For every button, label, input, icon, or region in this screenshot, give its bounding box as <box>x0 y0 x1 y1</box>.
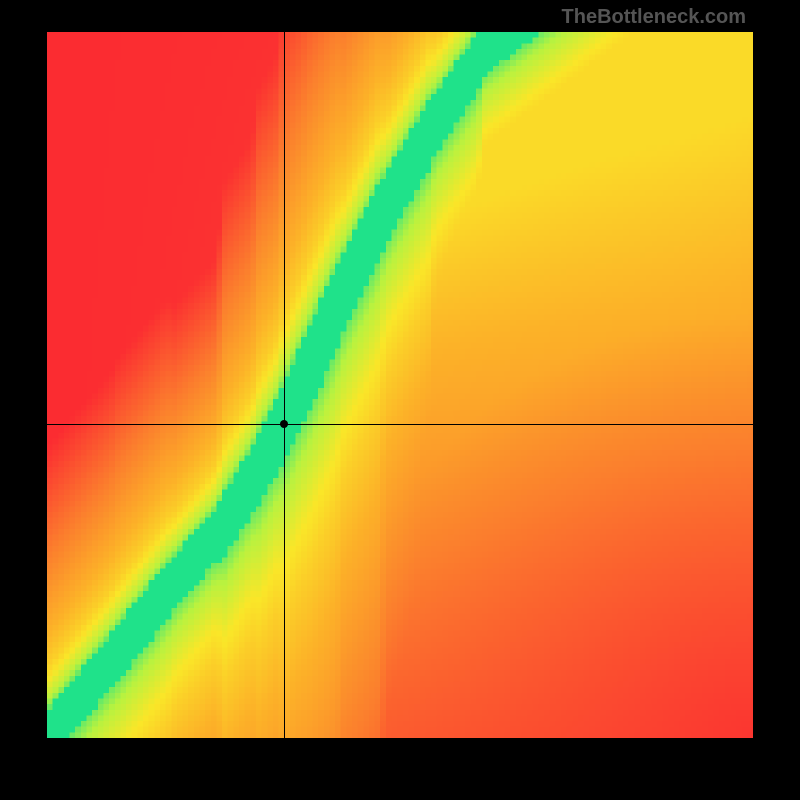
crosshair-horizontal <box>47 424 753 425</box>
crosshair-vertical <box>284 32 285 738</box>
heatmap-canvas <box>47 32 753 738</box>
data-point-marker <box>280 420 288 428</box>
heatmap-plot <box>47 32 753 738</box>
watermark-text: TheBottleneck.com <box>562 6 746 29</box>
